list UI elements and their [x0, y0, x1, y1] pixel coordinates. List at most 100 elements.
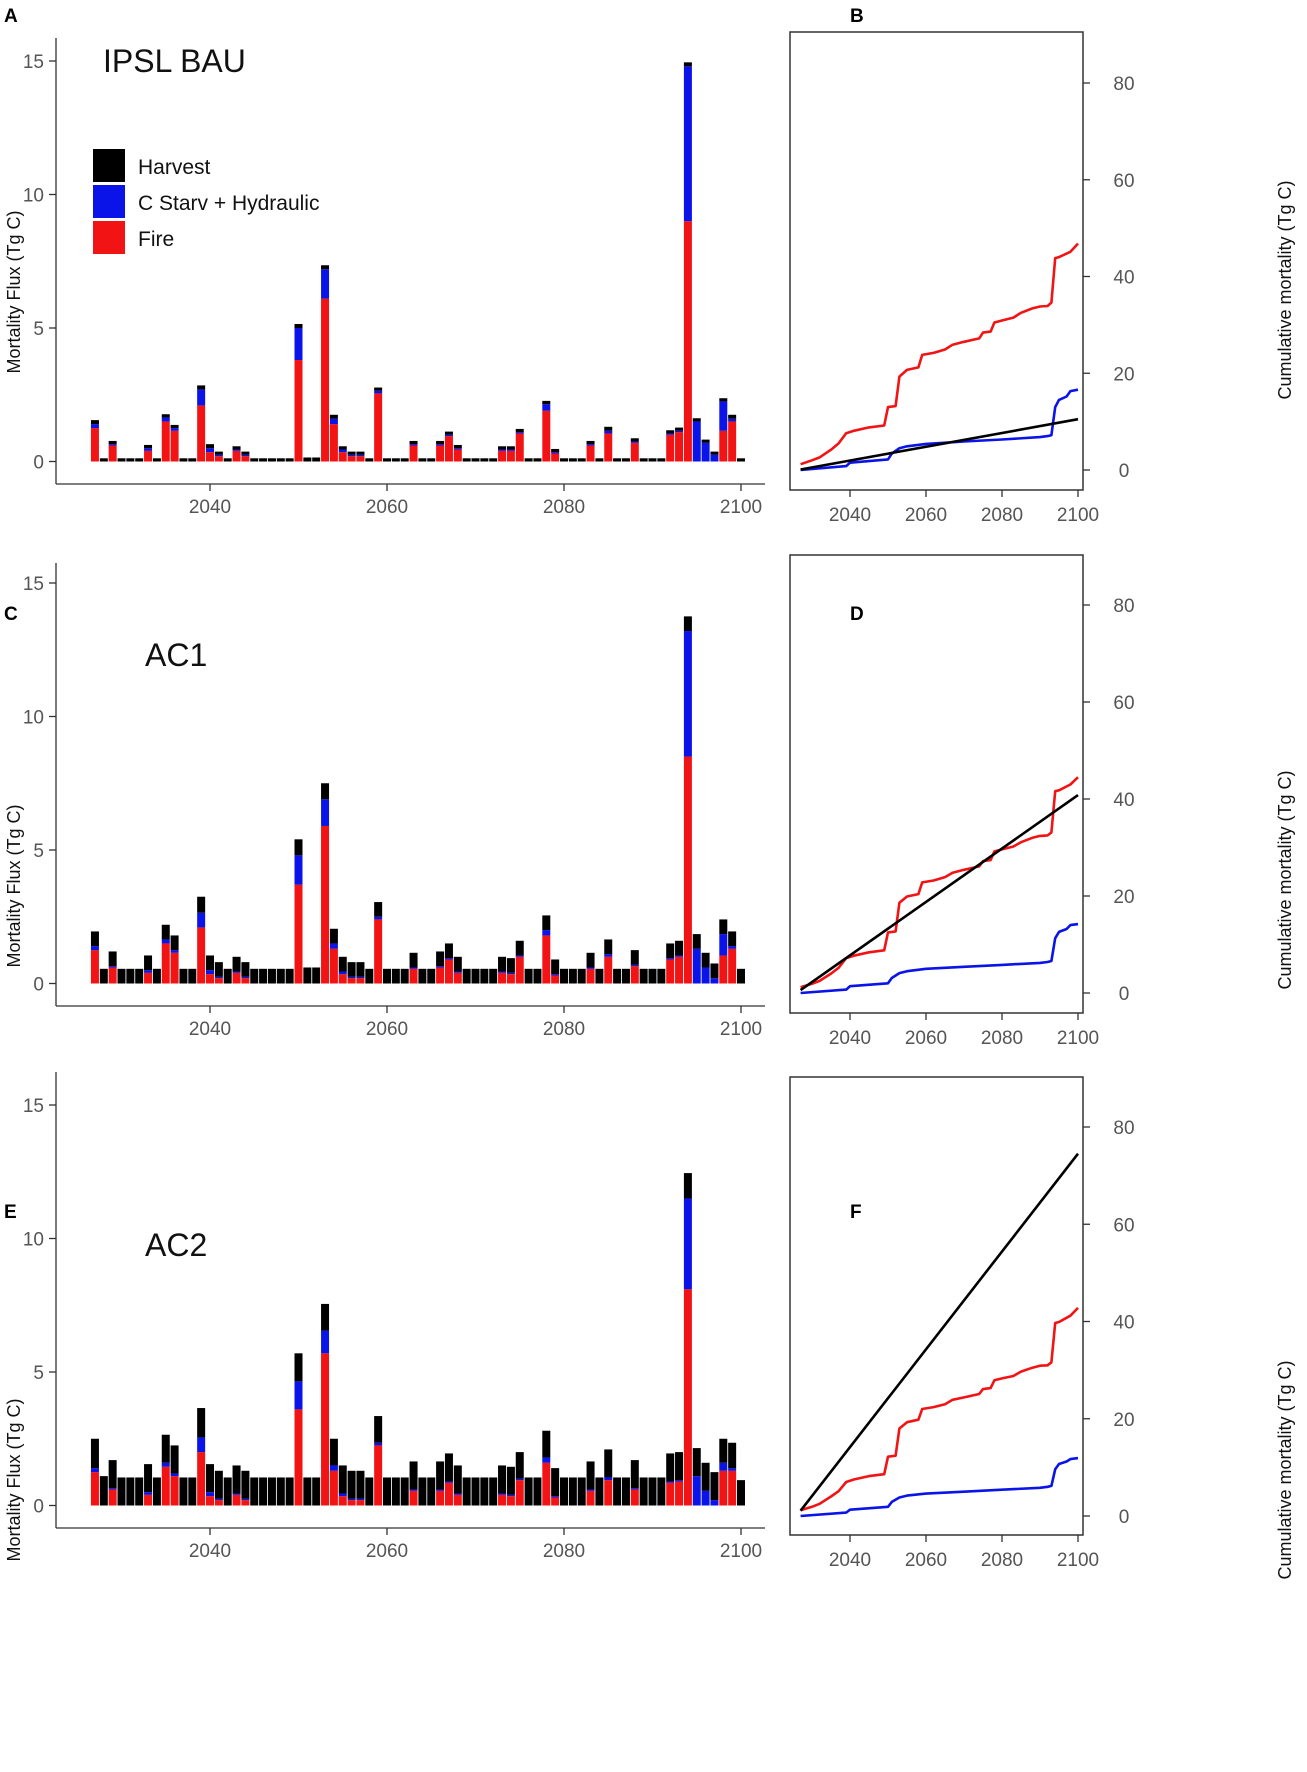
- bar-a-harvest-2061: [391, 458, 400, 462]
- bar-c-c-starv-hydraulic-2097: [710, 978, 719, 984]
- y-tick-label-f-40: 40: [1113, 1313, 1134, 1334]
- bar-a-c-starv-hydraulic-2039: [197, 389, 206, 406]
- panel-letter-d: D: [850, 604, 864, 625]
- x-tick-label-f-2080: 2080: [981, 1550, 1023, 1571]
- bar-c-harvest-2037: [179, 968, 188, 984]
- plot-frame-d: [789, 554, 1084, 1014]
- bar-c-harvest-2083: [586, 952, 595, 968]
- bar-c-c-starv-hydraulic-2059: [374, 916, 383, 920]
- x-tick-label-f-2100: 2100: [1057, 1550, 1099, 1571]
- legend-swatch-cstarv-hydraulic: [93, 185, 125, 218]
- bar-a-fire-2036: [170, 430, 179, 462]
- x-tick-label-d-2040: 2040: [829, 1028, 871, 1049]
- bar-c-fire-2041: [214, 978, 223, 984]
- bar-a-fire-2074: [506, 450, 515, 462]
- bar-e-fire-2073: [498, 1494, 507, 1506]
- bar-c-harvest-2069: [462, 968, 471, 984]
- bar-e-c-starv-hydraulic-2095: [692, 1476, 701, 1506]
- x-tick-label-b-2040: 2040: [829, 505, 871, 526]
- x-tick-label-f-2040: 2040: [829, 1550, 871, 1571]
- bar-c-fire-2039: [197, 927, 206, 984]
- bar-c-c-starv-hydraulic-2092: [666, 958, 675, 960]
- bar-e-fire-2036: [170, 1476, 179, 1506]
- bar-a-harvest-2100: [737, 458, 745, 462]
- bar-a-harvest-2036: [170, 424, 179, 429]
- bar-c-harvest-2029: [108, 951, 117, 967]
- bar-a-harvest-2081: [568, 458, 577, 462]
- bar-e-harvest-2035: [161, 1434, 170, 1463]
- bar-c-harvest-2051: [303, 967, 312, 984]
- line-b-harvest: [800, 417, 1079, 471]
- bar-e-harvest-2053: [321, 1303, 330, 1331]
- bar-e-c-starv-hydraulic-2078: [542, 1457, 551, 1463]
- bar-a-harvest-2084: [595, 458, 604, 462]
- bar-e-c-starv-hydraulic-2039: [197, 1437, 206, 1453]
- bar-e-harvest-2047: [267, 1477, 276, 1506]
- bar-e-harvest-2030: [117, 1477, 126, 1506]
- bar-e-fire-2094: [683, 1289, 692, 1506]
- bar-a-fire-2043: [232, 450, 241, 462]
- bar-c-fire-2035: [161, 943, 170, 984]
- bar-e-harvest-2082: [577, 1477, 586, 1506]
- bar-a-harvest-2029: [108, 440, 117, 445]
- bar-c-c-starv-hydraulic-2085: [604, 954, 613, 957]
- bar-e-c-starv-hydraulic-2050: [294, 1381, 303, 1410]
- bar-a-fire-2066: [436, 445, 445, 462]
- bar-a-harvest-2072: [489, 458, 498, 462]
- bar-c-harvest-2062: [400, 968, 409, 984]
- bar-c-harvest-2082: [577, 968, 586, 984]
- bar-a-fire-2054: [329, 424, 338, 462]
- bar-c-harvest-2040: [206, 955, 214, 971]
- bar-c-c-starv-hydraulic-2033: [144, 970, 153, 973]
- bar-c-harvest-2030: [117, 968, 126, 984]
- bar-e-fire-2085: [604, 1480, 613, 1506]
- bar-a-harvest-2045: [250, 458, 259, 462]
- bar-c-harvest-2081: [568, 968, 577, 984]
- bar-e-fire-2035: [161, 1466, 170, 1506]
- bar-a-harvest-2038: [188, 458, 197, 462]
- bar-a-harvest-2030: [117, 458, 126, 462]
- bar-e-c-starv-hydraulic-2044: [241, 1498, 250, 1501]
- bar-a-harvest-2099: [728, 414, 737, 419]
- bar-e-harvest-2067: [444, 1453, 453, 1482]
- bar-e-fire-2027: [90, 1472, 99, 1506]
- bar-e-harvest-2091: [657, 1477, 666, 1506]
- bar-c-c-starv-hydraulic-2055: [338, 971, 347, 975]
- bar-e-fire-2057: [356, 1500, 365, 1506]
- bar-a-harvest-2077: [533, 458, 542, 462]
- bar-e-fire-2079: [551, 1497, 560, 1506]
- bar-a-fire-2098: [719, 430, 728, 462]
- bar-a-harvest-2064: [418, 458, 427, 462]
- legend-swatch-harvest: [93, 149, 125, 182]
- bar-a-harvest-2040: [206, 444, 214, 449]
- bar-a-harvest-2028: [99, 458, 108, 462]
- bar-e-harvest-2086: [613, 1477, 622, 1506]
- bar-c-harvest-2089: [639, 968, 648, 984]
- bar-c-harvest-2070: [471, 968, 480, 984]
- bar-e-harvest-2062: [400, 1477, 409, 1506]
- bar-a-harvest-2073: [498, 446, 507, 450]
- x-tick-label-c-2060: 2060: [366, 1019, 408, 1040]
- bar-c-fire-2074: [506, 974, 515, 984]
- bar-a-c-starv-hydraulic-2092: [666, 433, 675, 435]
- bar-c-harvest-2064: [418, 968, 427, 984]
- bar-c-harvest-2056: [347, 962, 356, 977]
- bar-e-harvest-2045: [250, 1477, 259, 1506]
- bar-e-harvest-2044: [241, 1470, 250, 1499]
- bar-c-harvest-2085: [604, 939, 613, 955]
- bar-a-fire-2092: [666, 434, 675, 462]
- x-tick-label-e-2100: 2100: [720, 1541, 762, 1562]
- scenario-title-a: IPSL BAU: [103, 43, 246, 79]
- bar-c-harvest-2071: [480, 968, 489, 984]
- bar-a-harvest-2042: [223, 458, 232, 462]
- bar-a-fire-2057: [356, 456, 365, 462]
- bar-a-c-starv-hydraulic-2056: [347, 454, 356, 457]
- bar-c-fire-2088: [630, 966, 639, 984]
- bar-c-c-starv-hydraulic-2035: [161, 939, 170, 944]
- x-tick-label-b-2100: 2100: [1057, 505, 1099, 526]
- bar-e-fire-2033: [144, 1494, 153, 1506]
- bar-e-harvest-2095: [692, 1448, 701, 1477]
- legend-label-fire: Fire: [138, 228, 174, 251]
- bar-e-harvest-2071: [480, 1477, 489, 1506]
- bar-e-fire-2043: [232, 1494, 241, 1506]
